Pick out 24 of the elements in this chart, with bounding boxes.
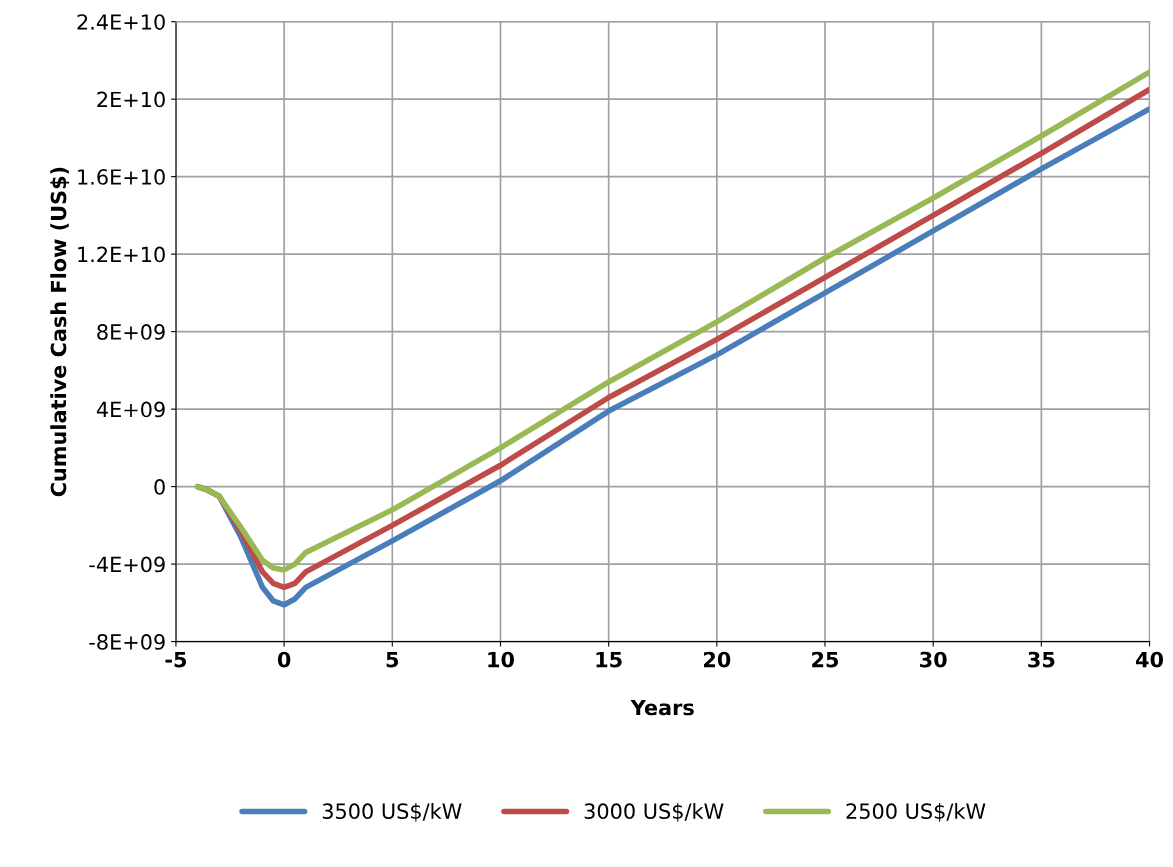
y-tick-label: 0 — [154, 479, 165, 495]
x-tick-label: 25 — [812, 651, 839, 668]
x-tick-label: 30 — [920, 651, 947, 668]
x-tick-label: 5 — [386, 651, 399, 668]
y-tick-label: 1.6E+10 — [78, 169, 165, 185]
x-tick-label: 35 — [1028, 651, 1055, 668]
y-tick-label: 2E+10 — [97, 91, 165, 108]
x-tick-label: 40 — [1135, 651, 1164, 668]
x-tick-label: 20 — [703, 651, 731, 668]
y-tick-label: 8E+09 — [97, 324, 165, 340]
y-tick-label: 1.2E+10 — [78, 246, 165, 263]
legend-label: 3000 US$/kW — [584, 802, 724, 822]
y-axis-title: Cumulative Cash Flow (US$) — [50, 167, 70, 497]
x-tick-label: 10 — [488, 651, 514, 668]
y-tick-label: 4E+09 — [96, 401, 165, 418]
legend-label: 3500 US$/kW — [322, 802, 462, 822]
x-tick-label: 15 — [596, 651, 622, 668]
x-axis-title: Years — [630, 699, 694, 716]
y-tick-label: -8E+09 — [89, 634, 165, 650]
y-tick-label: -4E+09 — [89, 556, 165, 573]
y-tick-label: 2.4E+10 — [77, 14, 165, 30]
legend-label: 2500 US$/kW — [846, 802, 986, 822]
x-tick-label: -5 — [165, 651, 187, 668]
x-tick-label: 0 — [277, 651, 291, 668]
